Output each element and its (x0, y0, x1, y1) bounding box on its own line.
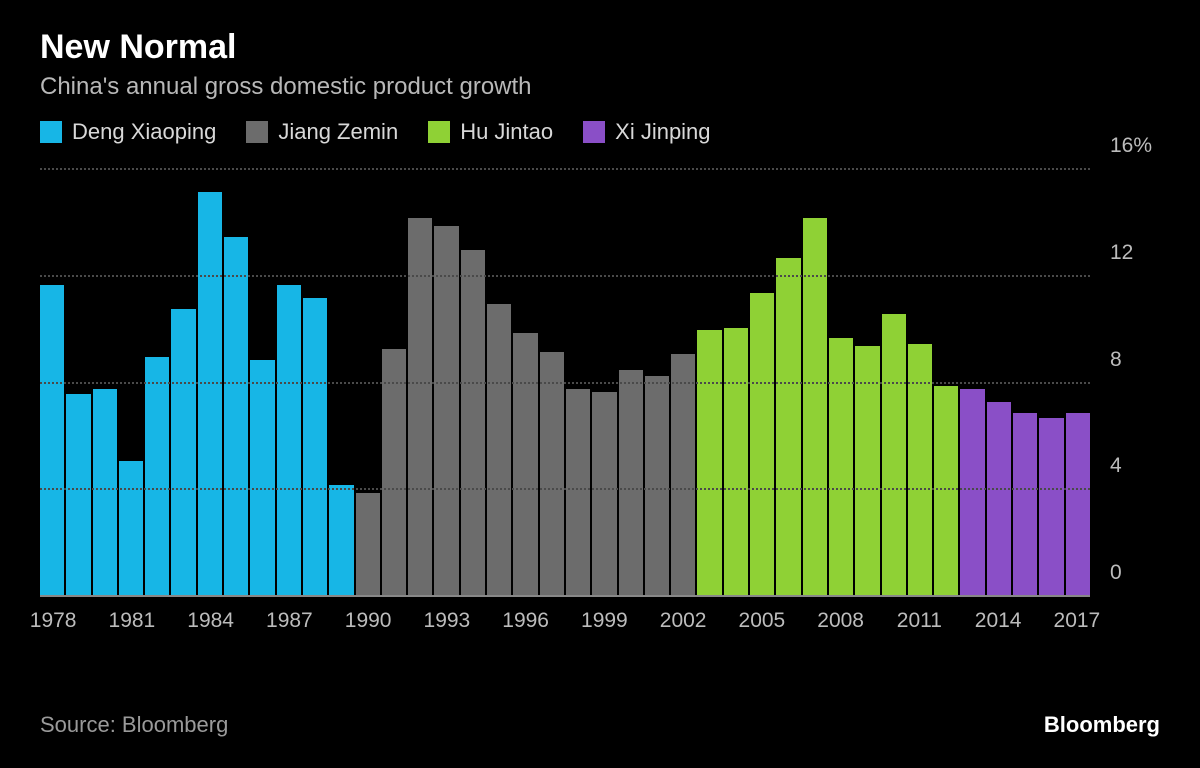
bar (487, 304, 511, 597)
chart-container: New Normal China's annual gross domestic… (0, 0, 1200, 768)
gridline (40, 275, 1090, 277)
bar (724, 328, 748, 597)
x-tick-label: 2017 (1054, 609, 1101, 633)
bar (697, 330, 721, 597)
x-tick-label: 1999 (581, 609, 628, 633)
bar (1013, 413, 1037, 597)
x-tick-label: 2014 (975, 609, 1022, 633)
bar (934, 386, 958, 597)
bar (671, 354, 695, 597)
x-tick-label: 1990 (345, 609, 392, 633)
y-tick-label: 4 (1100, 454, 1160, 478)
bar (960, 389, 984, 597)
y-tick-label: 16% (1100, 134, 1160, 158)
bars-group (40, 157, 1090, 597)
plot-area (40, 157, 1090, 597)
bar (645, 376, 669, 597)
y-tick-label: 8 (1100, 348, 1160, 372)
x-axis: 1978198119841987199019931996199920022005… (40, 601, 1090, 637)
legend-item: Jiang Zemin (246, 119, 398, 145)
x-tick-label: 2008 (817, 609, 864, 633)
bar (1039, 418, 1063, 597)
baseline (40, 595, 1090, 597)
gridline (40, 168, 1090, 170)
bar (93, 389, 117, 597)
legend: Deng Xiaoping Jiang Zemin Hu Jintao Xi Jinp… (40, 119, 1160, 145)
bar (40, 285, 64, 597)
bar (356, 493, 380, 597)
bar (66, 394, 90, 597)
legend-swatch (583, 121, 605, 143)
x-tick-label: 2011 (897, 609, 942, 633)
bar (1066, 413, 1090, 597)
legend-item: Hu Jintao (428, 119, 553, 145)
bar (750, 293, 774, 597)
legend-label: Hu Jintao (460, 119, 553, 145)
bar (303, 298, 327, 597)
x-tick-label: 1996 (502, 609, 549, 633)
bar (619, 370, 643, 597)
x-tick-label: 1984 (187, 609, 234, 633)
bar (329, 485, 353, 597)
y-tick-label: 12 (1100, 241, 1160, 265)
bar (592, 392, 616, 597)
bar (987, 402, 1011, 597)
legend-swatch (428, 121, 450, 143)
bar (566, 389, 590, 597)
bar (119, 461, 143, 597)
x-tick-label: 2005 (739, 609, 786, 633)
chart-subtitle: China's annual gross domestic product gr… (40, 73, 1160, 101)
x-tick-label: 2002 (660, 609, 707, 633)
bar (513, 333, 537, 597)
bar (434, 226, 458, 597)
bar (224, 237, 248, 597)
gridline (40, 382, 1090, 384)
bar (855, 346, 879, 597)
x-tick-label: 1981 (109, 609, 156, 633)
legend-item: Xi Jinping (583, 119, 710, 145)
bar (776, 258, 800, 597)
bar (277, 285, 301, 597)
x-tick-label: 1978 (30, 609, 77, 633)
chart-area: 0481216% 1978198119841987199019931996199… (40, 157, 1160, 637)
legend-item: Deng Xiaoping (40, 119, 216, 145)
bar (461, 250, 485, 597)
legend-label: Deng Xiaoping (72, 119, 216, 145)
y-tick-label: 0 (1100, 561, 1160, 585)
bar (540, 352, 564, 597)
source-text: Source: Bloomberg (40, 712, 228, 738)
brand-logo: Bloomberg (1044, 712, 1160, 738)
chart-title: New Normal (40, 28, 1160, 67)
bar (250, 360, 274, 597)
bar (829, 338, 853, 597)
gridline (40, 488, 1090, 490)
bar (382, 349, 406, 597)
x-tick-label: 1993 (424, 609, 471, 633)
legend-swatch (40, 121, 62, 143)
bar (198, 192, 222, 597)
bar (171, 309, 195, 597)
legend-label: Jiang Zemin (278, 119, 398, 145)
bar (882, 314, 906, 597)
bar (145, 357, 169, 597)
x-tick-label: 1987 (266, 609, 313, 633)
legend-swatch (246, 121, 268, 143)
legend-label: Xi Jinping (615, 119, 710, 145)
